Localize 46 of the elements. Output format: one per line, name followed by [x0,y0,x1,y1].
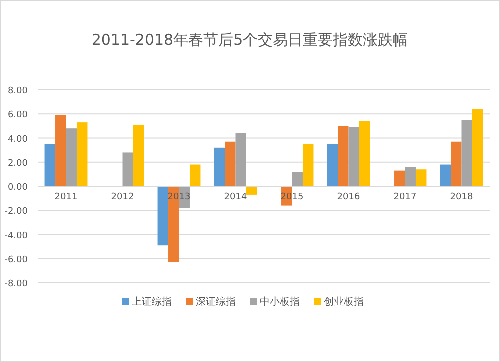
y-tick-label: -4.00 [4,231,28,242]
y-tick-label: -6.00 [4,255,28,266]
legend-label: 中小板指 [260,296,300,308]
bar [66,128,77,186]
y-tick-label: -2.00 [4,207,28,218]
legend-label: 创业板指 [324,296,364,308]
bar [338,126,349,186]
bar [225,142,236,186]
x-tick-label: 2011 [54,192,78,202]
chart-title: 2011-2018年春节后5个交易日重要指数涨跌幅 [92,31,408,49]
y-tick-label: -8.00 [4,280,28,290]
y-tick-label: 6.00 [8,110,28,121]
bar [133,124,144,186]
bar [472,109,484,186]
bar [158,186,169,246]
bar [394,170,406,186]
bar [440,164,452,186]
y-tick-label: 8.00 [8,86,28,96]
bar [327,144,338,186]
x-tick-label: 2012 [111,192,134,202]
bar [56,115,66,186]
bar [462,120,472,186]
bar [405,167,416,186]
y-tick-label: 2.00 [8,158,28,169]
bar [359,121,370,186]
bar [122,152,134,186]
x-tick-label: 2013 [168,192,191,202]
legend-label: 上证综指 [132,296,172,308]
x-tick-label: 2014 [224,192,248,202]
legend-label: 深证综指 [196,296,236,308]
x-tick-label: 2016 [337,192,360,202]
bar [416,170,427,186]
bar [44,144,56,186]
bar [246,186,258,195]
x-tick-label: 2018 [450,192,474,202]
bar [451,142,462,186]
y-tick-label: 4.00 [8,134,28,145]
x-tick-label: 2017 [394,192,417,202]
y-tick-label: 0.00 [8,183,28,193]
bar [214,148,226,186]
bar [348,127,360,186]
bar [236,133,246,186]
bar [76,122,88,186]
bar [302,144,314,186]
bar [292,172,303,186]
bar [190,164,201,186]
